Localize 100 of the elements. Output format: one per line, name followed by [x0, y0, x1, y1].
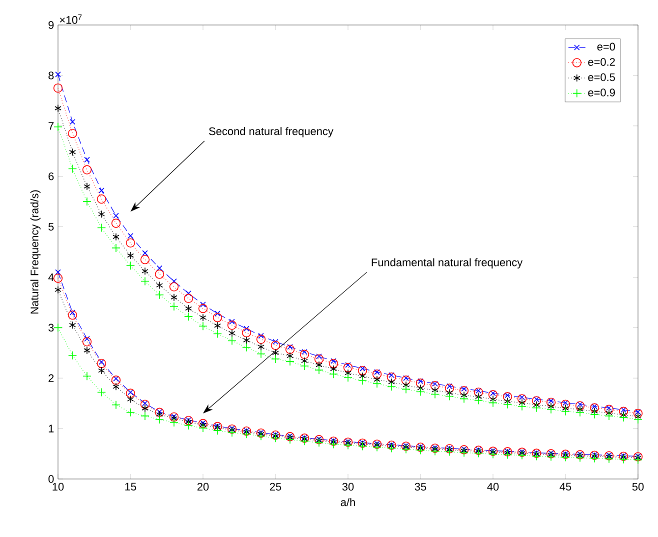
point	[140, 276, 150, 286]
point	[590, 403, 600, 412]
point	[358, 366, 368, 376]
point	[460, 394, 468, 404]
point	[359, 372, 366, 380]
point	[271, 434, 280, 443]
point	[98, 210, 105, 218]
point	[229, 318, 235, 324]
x-tick-label: 20	[197, 482, 209, 491]
point	[142, 250, 148, 256]
point	[82, 197, 92, 206]
point	[242, 328, 252, 338]
point	[548, 402, 554, 410]
point	[228, 329, 236, 338]
point	[155, 415, 164, 424]
point	[272, 338, 278, 345]
point	[213, 426, 222, 435]
point	[590, 410, 599, 419]
point	[256, 349, 266, 358]
y-tick-label: 2	[48, 374, 54, 382]
point	[416, 387, 425, 396]
point	[416, 378, 426, 388]
point	[228, 428, 236, 437]
point	[604, 412, 614, 420]
point	[68, 310, 78, 320]
point	[111, 376, 121, 385]
point	[474, 388, 484, 397]
point	[70, 118, 76, 125]
point	[244, 326, 250, 332]
point	[286, 435, 294, 444]
point	[358, 442, 367, 451]
point	[127, 252, 134, 260]
point	[560, 400, 570, 409]
point	[54, 104, 62, 112]
y-tick-label: 4	[48, 273, 54, 281]
point	[68, 351, 77, 360]
point	[271, 354, 280, 364]
point	[140, 254, 150, 264]
point	[184, 294, 194, 304]
point	[444, 384, 454, 393]
point	[546, 452, 556, 462]
point	[214, 310, 220, 316]
point	[590, 454, 599, 463]
point	[112, 382, 120, 391]
text: ×10$^{7}$	[60, 14, 82, 24]
point	[154, 270, 164, 279]
point	[198, 418, 208, 428]
point	[488, 398, 498, 408]
y-tick-label: 5	[48, 222, 54, 231]
point	[68, 128, 78, 138]
point	[372, 369, 382, 379]
point	[127, 395, 134, 404]
point	[459, 386, 469, 396]
x-tick-label: 25	[270, 482, 282, 491]
point	[126, 408, 135, 417]
point	[128, 232, 134, 239]
y-tick-label: 3	[48, 324, 54, 332]
point	[474, 396, 483, 405]
point	[55, 72, 61, 78]
point	[198, 322, 208, 331]
point	[228, 336, 236, 346]
x-tick-label: 35	[414, 482, 426, 491]
point	[300, 350, 310, 359]
point	[140, 400, 150, 409]
point	[185, 418, 192, 426]
point	[518, 450, 526, 460]
point	[619, 413, 628, 422]
point	[328, 358, 338, 368]
point	[533, 400, 540, 409]
y-axis-title: Natural Frequency (rad/s)	[30, 190, 41, 314]
point	[329, 440, 338, 449]
x-tick-label: 40	[487, 482, 499, 491]
point	[503, 450, 512, 460]
point	[84, 156, 90, 163]
point	[256, 432, 266, 441]
point	[503, 400, 512, 409]
x-axis-title: a/h	[340, 498, 355, 506]
point	[112, 232, 120, 241]
point	[69, 148, 76, 156]
point	[68, 164, 77, 174]
point	[84, 182, 90, 190]
point	[96, 194, 106, 204]
point	[184, 421, 193, 430]
point	[96, 358, 106, 368]
point	[54, 122, 62, 132]
point	[272, 348, 279, 357]
point	[53, 83, 63, 93]
point	[576, 405, 584, 414]
legend-label: e=0.9	[588, 88, 615, 96]
point	[546, 398, 556, 407]
point	[532, 396, 542, 406]
point	[169, 412, 179, 422]
point	[111, 218, 121, 228]
point	[633, 408, 643, 418]
point	[314, 354, 324, 364]
point	[576, 453, 584, 462]
point	[82, 337, 92, 346]
point	[387, 382, 396, 392]
point	[169, 282, 179, 292]
point	[402, 444, 410, 454]
